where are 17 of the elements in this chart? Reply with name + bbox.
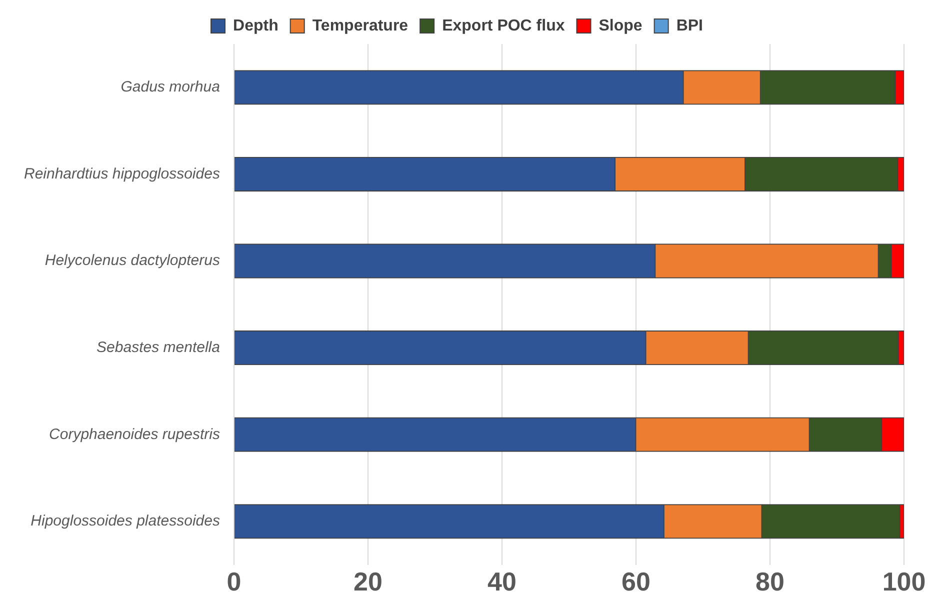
x-tick-label: 60 <box>622 566 650 597</box>
legend-label: BPI <box>676 17 703 34</box>
x-tick-label: 0 <box>226 566 242 597</box>
x-tick-label: 100 <box>882 566 926 597</box>
y-tick-label: Sebastes mentella <box>96 338 220 356</box>
y-tick-label: Reinhardtius hippoglossoides <box>24 165 220 182</box>
legend-label: Slope <box>598 17 642 34</box>
y-tick-label: Helycolenus dactylopterus <box>44 252 220 270</box>
legend-label: Depth <box>233 17 278 34</box>
y-tick-label: Gadus morhua <box>120 78 220 96</box>
legend-label: Export POC flux <box>442 17 565 34</box>
y-tick-label: Hipoglossoides platessoides <box>30 512 220 530</box>
legend-label: Temperature <box>312 17 408 34</box>
x-tick-label: 20 <box>354 566 382 597</box>
y-tick-label: Coryphaenoides rupestris <box>49 426 220 443</box>
x-tick-label: 40 <box>488 566 516 597</box>
x-tick-label: 80 <box>756 566 784 597</box>
